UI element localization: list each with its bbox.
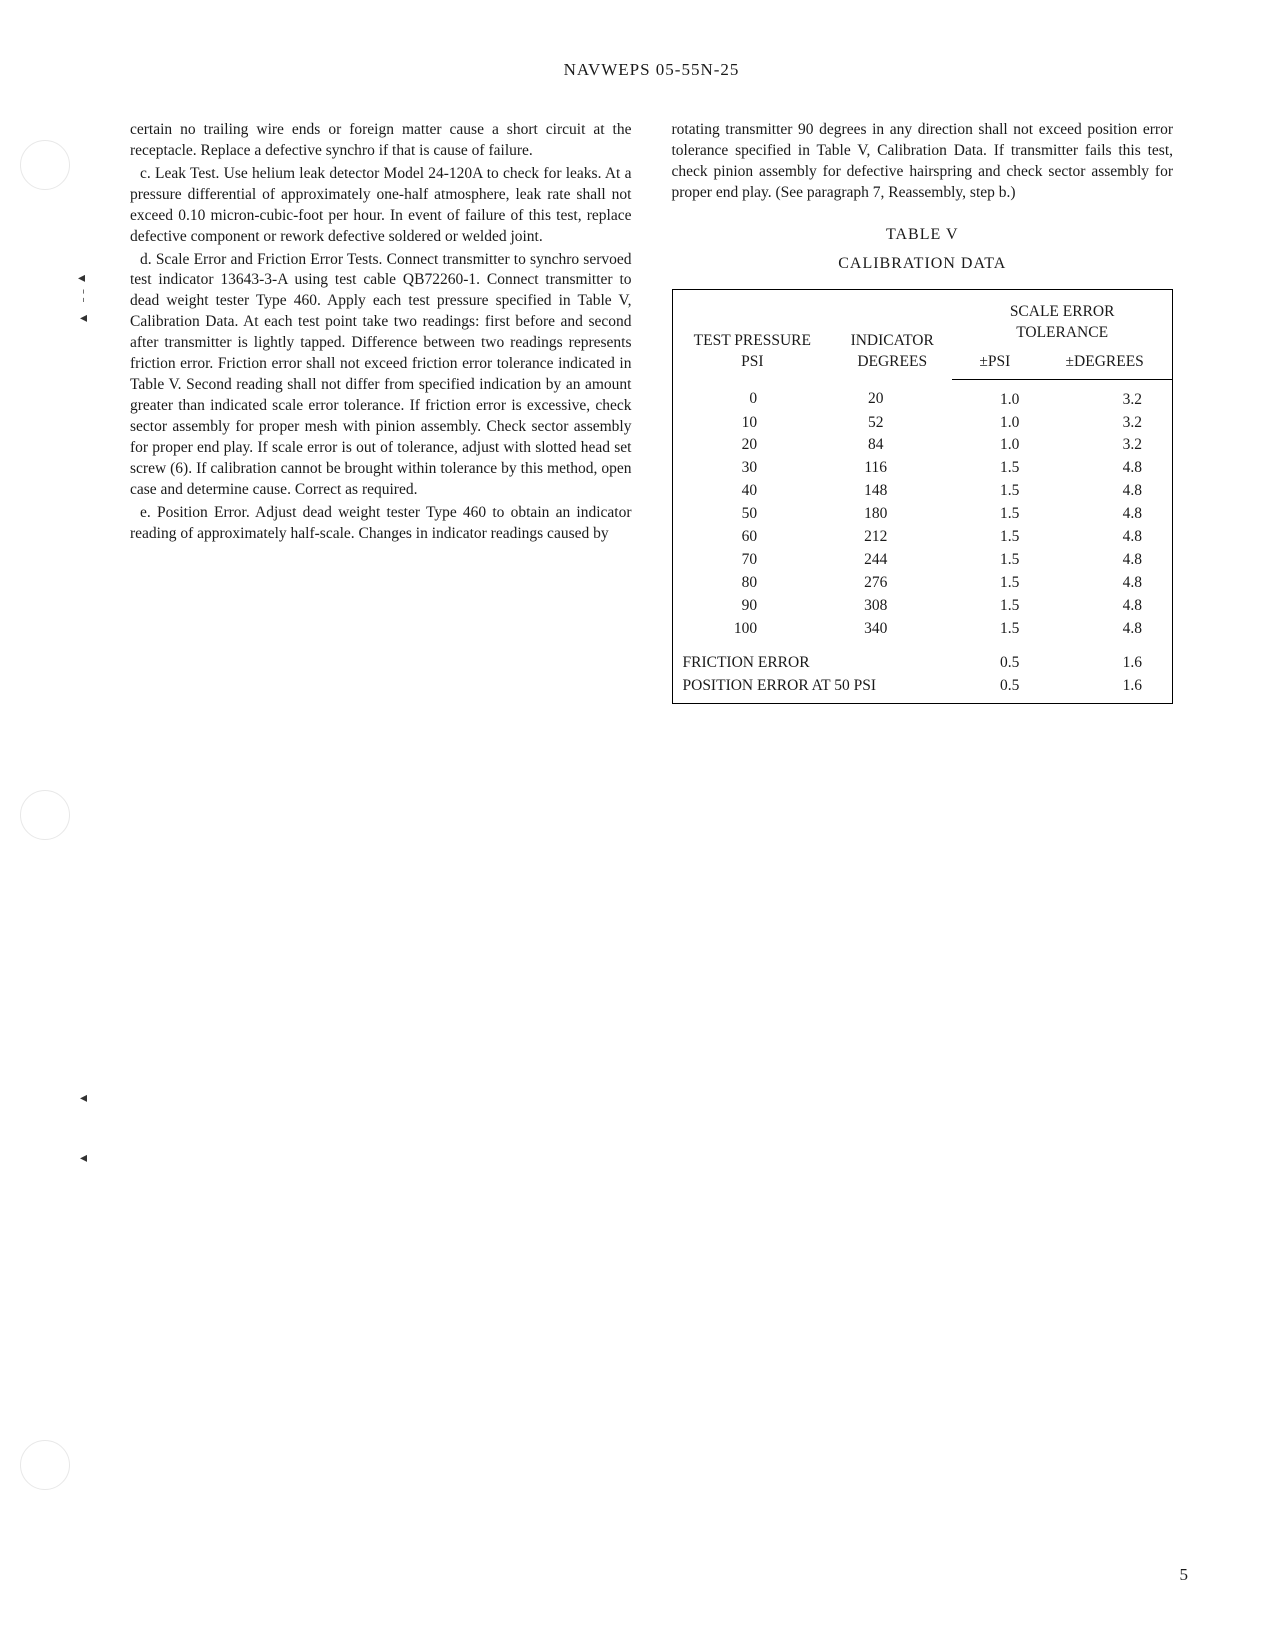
page-header: NAVWEPS 05-55N-25 xyxy=(130,60,1173,80)
th-indicator: INDICATOR DEGREES xyxy=(832,289,952,379)
margin-mark-3: ◂ xyxy=(80,310,87,327)
table-title: TABLE V xyxy=(672,224,1174,246)
punch-hole-bottom xyxy=(20,1440,70,1490)
table-row: 100 340 1.5 4.8 xyxy=(672,618,1173,652)
table-row: 90 308 1.5 4.8 xyxy=(672,595,1173,618)
table-row: 50 180 1.5 4.8 xyxy=(672,503,1173,526)
th-scale-error: SCALE ERROR TOLERANCE xyxy=(952,289,1172,347)
punch-hole-middle xyxy=(20,790,70,840)
punch-hole-top xyxy=(20,140,70,190)
para-c-leak-test: c. Leak Test. Use helium leak detector M… xyxy=(130,164,632,248)
right-column: rotating transmitter 90 degrees in any d… xyxy=(672,120,1174,704)
content-columns: certain no trailing wire ends or foreign… xyxy=(130,120,1173,704)
margin-mark-1: ◂ xyxy=(78,270,85,287)
para-e-continued: rotating transmitter 90 degrees in any d… xyxy=(672,120,1174,204)
table-row: 70 244 1.5 4.8 xyxy=(672,549,1173,572)
left-column: certain no trailing wire ends or foreign… xyxy=(130,120,632,704)
para-e-position-error: e. Position Error. Adjust dead weight te… xyxy=(130,503,632,545)
table-row: 0 20 1.0 3.2 xyxy=(672,379,1173,411)
margin-mark-5: ◂ xyxy=(80,1150,87,1167)
table-subtitle: CALIBRATION DATA xyxy=(672,253,1174,275)
table-row: 60 212 1.5 4.8 xyxy=(672,526,1173,549)
para-a-continued: certain no trailing wire ends or foreign… xyxy=(130,120,632,162)
th-psi-tol: ±PSI xyxy=(952,348,1037,379)
th-test-pressure: TEST PRESSURE PSI xyxy=(672,289,832,379)
th-deg-tol: ±DEGREES xyxy=(1037,348,1172,379)
table-row: 30 116 1.5 4.8 xyxy=(672,457,1173,480)
table-footer-friction: FRICTION ERROR 0.5 1.6 xyxy=(672,652,1173,675)
page-number: 5 xyxy=(1180,1565,1189,1585)
margin-mark-2: ¦ xyxy=(82,288,85,304)
table-row: 10 52 1.0 3.2 xyxy=(672,412,1173,435)
table-footer-position: POSITION ERROR AT 50 PSI 0.5 1.6 xyxy=(672,675,1173,703)
table-row: 20 84 1.0 3.2 xyxy=(672,434,1173,457)
calibration-table: TEST PRESSURE PSI INDICATOR DEGREES SCAL… xyxy=(672,289,1174,704)
table-body: 0 20 1.0 3.2 10 52 1.0 3.2 20 84 1.0 3.2 xyxy=(672,379,1173,703)
table-row: 80 276 1.5 4.8 xyxy=(672,572,1173,595)
table-header-row-1: TEST PRESSURE PSI INDICATOR DEGREES SCAL… xyxy=(672,289,1173,347)
table-row: 40 148 1.5 4.8 xyxy=(672,480,1173,503)
margin-mark-4: ◂ xyxy=(80,1090,87,1107)
para-d-scale-error: d. Scale Error and Friction Error Tests.… xyxy=(130,250,632,501)
